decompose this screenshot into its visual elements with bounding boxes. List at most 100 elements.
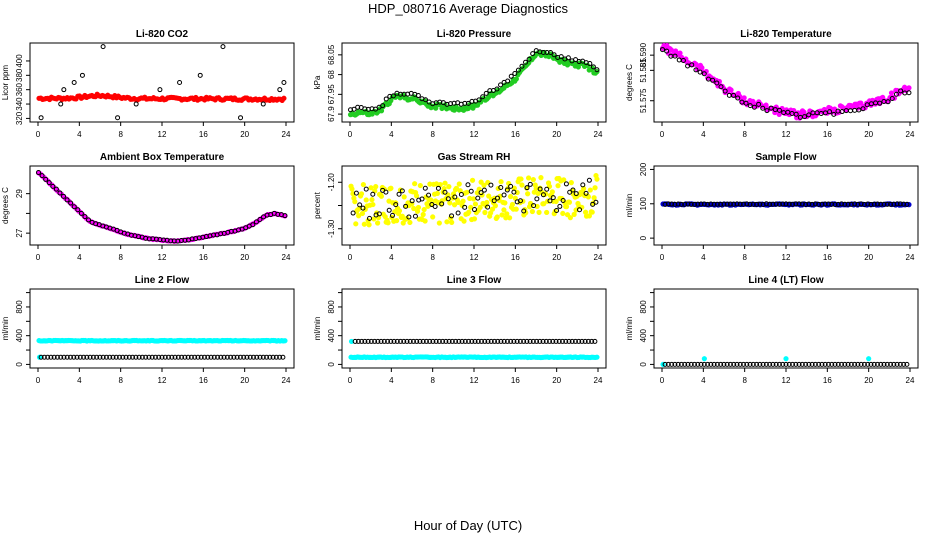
samples-point [244,354,250,360]
dense-point [566,199,573,205]
y-axis-label: degrees C [625,64,634,101]
samples-point [731,92,737,98]
samples-point [475,338,481,344]
samples-point [548,49,554,55]
y-tick-label: 400 [15,328,24,342]
samples-point [874,201,880,207]
samples-point [534,338,540,344]
samples-point [705,201,711,207]
dense-point [434,190,441,196]
samples-point [417,338,423,344]
samples-point [260,354,266,360]
dense-point [363,197,369,203]
samples-point [718,84,724,90]
samples-point [208,354,214,360]
x-tick-label: 8 [430,253,435,262]
samples-point [829,201,835,207]
x-tick-label: 24 [906,253,915,262]
samples-point [531,203,537,209]
samples-point [267,354,273,360]
samples-point [878,201,884,207]
samples-point [74,354,80,360]
samples-point [585,338,591,344]
samples-point [41,354,47,360]
y-tick-label: 200 [639,162,648,176]
x-tick-label: 20 [240,253,249,262]
samples-point [776,361,782,367]
dense-point [594,354,600,360]
samples-point [113,354,119,360]
samples-point [580,182,586,188]
samples-point [799,361,805,367]
samples-point [744,201,750,207]
samples-point [46,180,52,186]
samples-point [468,188,474,194]
samples-point [556,338,562,344]
samples-point [234,354,240,360]
dense-point [352,199,358,205]
samples-point [898,88,904,94]
samples-point [594,67,600,73]
x-tick-label: 20 [552,130,561,139]
x-tick-label: 0 [660,253,665,262]
samples-point [885,99,891,105]
panel-title: Sample Flow [755,152,816,163]
samples-point [79,72,85,78]
samples-point [544,186,550,192]
dense-point [594,176,600,182]
samples-point [218,354,224,360]
samples-point [750,361,756,367]
samples-point [669,201,675,207]
dense-point [366,222,372,228]
samples-point [662,201,668,207]
samples-point [198,354,204,360]
samples-point [172,354,178,360]
samples-point [414,338,420,344]
dense-point [555,183,561,189]
samples-point [403,203,409,209]
y-tick-label: 51.575 [639,88,648,113]
samples-point [228,354,234,360]
samples-point [482,338,488,344]
samples-point [388,338,394,344]
samples-point [554,208,560,214]
samples-point [370,191,376,197]
samples-point [711,201,717,207]
samples-point [680,57,686,63]
panel-title: Li-820 Temperature [740,29,832,40]
y-tick-label: 68.05 [327,44,336,65]
samples-point [750,201,756,207]
samples-point [698,361,704,367]
x-tick-label: 20 [552,376,561,385]
samples-point [754,361,760,367]
dense-point [464,189,470,195]
samples-point [760,361,766,367]
samples-point [498,338,504,344]
samples-point [491,198,497,204]
y-tick-label: 0 [327,362,336,367]
samples-point [250,354,256,360]
samples-point [221,354,227,360]
dense-point [453,185,460,191]
samples-point [848,361,854,367]
dense-point [507,215,513,221]
y-tick-label: 340 [15,97,24,111]
samples-point [662,361,668,367]
samples-point [701,71,707,77]
dense-point [477,204,483,210]
samples-point [257,217,263,223]
samples-point [881,361,887,367]
samples-point [61,354,67,360]
samples-point [54,354,60,360]
samples-point [809,361,815,367]
samples-point [865,201,871,207]
dense-point [701,356,707,362]
samples-point [353,190,359,196]
x-tick-label: 0 [660,376,665,385]
samples-point [803,361,809,367]
x-tick-label: 24 [594,130,603,139]
samples-point [465,100,471,106]
x-tick-label: 0 [36,130,41,139]
samples-point [423,338,429,344]
samples-point [695,201,701,207]
